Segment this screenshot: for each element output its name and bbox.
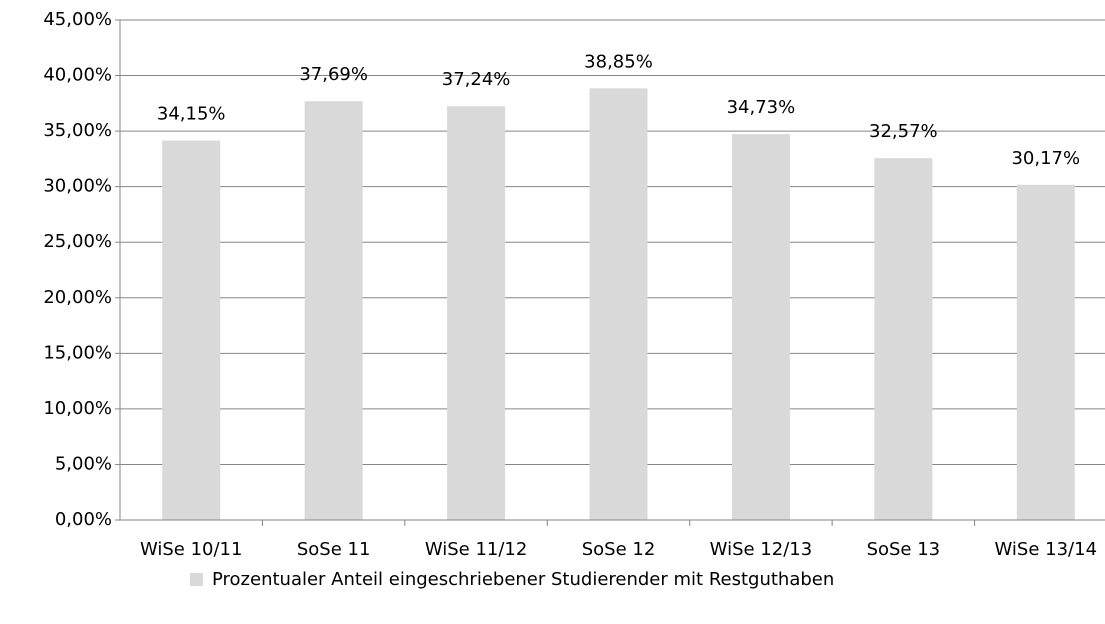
bar bbox=[447, 106, 506, 520]
y-tick-label: 30,00% bbox=[43, 176, 112, 197]
bar bbox=[304, 101, 363, 520]
data-label: 37,24% bbox=[442, 69, 511, 90]
data-label: 34,73% bbox=[727, 97, 796, 118]
legend-swatch bbox=[190, 573, 203, 586]
x-tick-label: WiSe 11/12 bbox=[425, 539, 528, 560]
y-tick-label: 45,00% bbox=[43, 9, 112, 30]
y-tick-label: 10,00% bbox=[43, 398, 112, 419]
y-tick-label: 35,00% bbox=[43, 120, 112, 141]
bar bbox=[589, 88, 648, 520]
y-tick-label: 5,00% bbox=[55, 453, 112, 474]
legend-label: Prozentualer Anteil eingeschriebener Stu… bbox=[212, 569, 834, 590]
bar bbox=[874, 158, 933, 520]
bar bbox=[162, 140, 221, 521]
data-label: 30,17% bbox=[1011, 148, 1080, 169]
x-tick-label: WiSe 10/11 bbox=[140, 539, 243, 560]
y-tick-label: 25,00% bbox=[43, 231, 112, 252]
y-tick-label: 40,00% bbox=[43, 65, 112, 86]
data-label: 34,15% bbox=[157, 104, 226, 125]
y-tick-label: 0,00% bbox=[55, 509, 112, 530]
x-tick-label: SoSe 12 bbox=[582, 539, 656, 560]
x-tick-label: SoSe 11 bbox=[297, 539, 371, 560]
data-label: 32,57% bbox=[869, 121, 938, 142]
data-label: 37,69% bbox=[299, 64, 368, 85]
y-tick-label: 15,00% bbox=[43, 342, 112, 363]
bar bbox=[731, 134, 790, 520]
bar bbox=[1016, 184, 1075, 520]
y-tick-label: 20,00% bbox=[43, 287, 112, 308]
data-label: 38,85% bbox=[584, 51, 653, 72]
x-tick-label: WiSe 12/13 bbox=[710, 539, 813, 560]
x-tick-label: SoSe 13 bbox=[867, 539, 941, 560]
x-tick-label: WiSe 13/14 bbox=[995, 539, 1098, 560]
